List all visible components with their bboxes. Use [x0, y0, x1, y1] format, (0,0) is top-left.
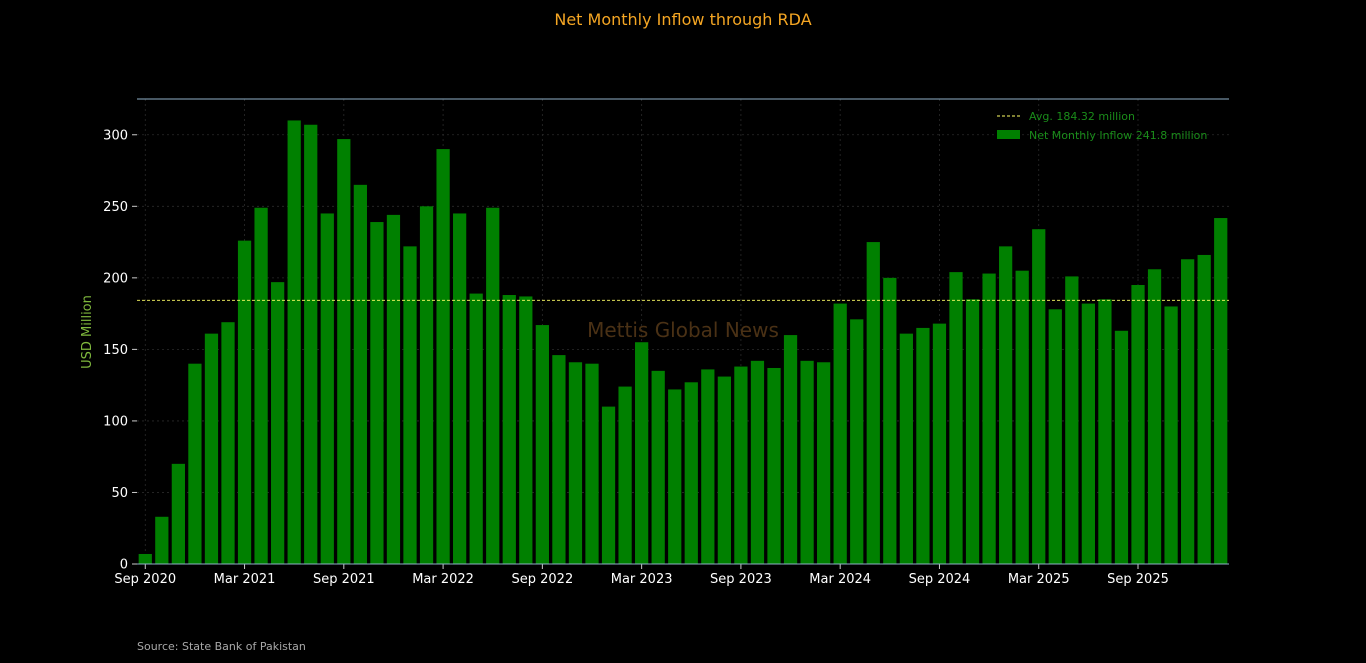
bar — [353, 184, 367, 564]
x-tick-label: Sep 2025 — [1107, 572, 1169, 587]
y-tick-label: 200 — [103, 271, 128, 286]
legend: Avg. 184.32 million Net Monthly Inflow 2… — [997, 110, 1207, 142]
grid-layer — [137, 99, 1229, 564]
bar — [783, 335, 798, 564]
bar — [684, 382, 698, 564]
bar — [1032, 229, 1046, 564]
bar — [817, 362, 831, 564]
bar — [502, 295, 516, 564]
bar — [668, 389, 682, 564]
x-tick-label: Sep 2024 — [909, 572, 971, 587]
bar — [999, 246, 1013, 564]
bar — [982, 273, 996, 564]
bar — [601, 406, 616, 564]
bar — [635, 342, 649, 564]
bar — [304, 124, 318, 564]
bar — [618, 386, 632, 564]
bar — [254, 207, 268, 564]
bar — [221, 322, 235, 564]
bar — [552, 355, 566, 564]
bar — [965, 299, 980, 564]
watermark: Mettis Global News — [587, 318, 779, 342]
bar — [651, 370, 665, 564]
bar — [717, 376, 731, 564]
bar — [287, 120, 301, 564]
chart-title: Net Monthly Inflow through RDA — [554, 10, 812, 29]
bar — [453, 213, 467, 564]
bar — [585, 363, 599, 564]
legend-avg-label: Avg. 184.32 million — [1029, 110, 1135, 123]
bar — [1197, 254, 1211, 564]
y-tick-label: 150 — [103, 343, 128, 358]
legend-series-swatch — [997, 130, 1020, 139]
x-tick-label: Sep 2021 — [313, 572, 375, 587]
y-tick-label: 0 — [120, 558, 128, 573]
bar — [883, 277, 897, 564]
x-tick-label: Mar 2021 — [214, 572, 276, 587]
bar — [734, 366, 748, 564]
x-tick-label: Sep 2022 — [512, 572, 574, 587]
bar — [486, 207, 500, 564]
bar — [403, 246, 417, 564]
y-tick-label: 300 — [103, 128, 128, 143]
axis-layer: 0 50 100 150 200 250 300 Sep 2020 Mar 2021 Sep 20… — [103, 98, 1229, 587]
bar — [750, 360, 765, 564]
bar — [701, 369, 715, 564]
bar — [932, 323, 947, 564]
bar — [916, 327, 930, 564]
x-tick-label: Sep 2023 — [710, 572, 772, 587]
y-axis-label: USD Million — [80, 295, 95, 369]
x-tick-label: Sep 2020 — [114, 572, 176, 587]
x-tick-label: Mar 2024 — [809, 572, 871, 587]
bar — [1065, 276, 1079, 564]
bar — [568, 362, 583, 564]
bar — [767, 367, 781, 564]
bar — [370, 222, 384, 565]
bar — [419, 206, 434, 565]
bar — [535, 325, 549, 564]
y-tick-label: 100 — [103, 414, 128, 429]
bar — [833, 303, 847, 564]
bar — [1214, 218, 1228, 565]
legend-series-label: Net Monthly Inflow 241.8 million — [1029, 129, 1207, 142]
bar — [436, 149, 450, 565]
bar — [320, 213, 334, 564]
bar — [899, 333, 913, 564]
y-tick-label: 250 — [103, 200, 128, 215]
bar — [337, 139, 351, 565]
bar — [866, 242, 880, 565]
bar — [519, 296, 533, 564]
x-tick-label: Mar 2023 — [611, 572, 673, 587]
bar — [850, 319, 864, 564]
source-note: Source: State Bank of Pakistan — [137, 640, 306, 653]
bars-layer — [138, 120, 1228, 565]
bar — [386, 214, 401, 564]
bar — [1098, 299, 1112, 564]
bar — [1015, 270, 1029, 564]
y-tick-label: 50 — [111, 486, 128, 501]
bar — [800, 360, 814, 564]
bar — [171, 463, 185, 564]
bar — [1181, 259, 1195, 564]
bar — [138, 553, 152, 564]
x-tick-label: Mar 2025 — [1008, 572, 1070, 587]
bar — [1114, 330, 1129, 564]
bar — [155, 516, 169, 564]
bar — [1131, 285, 1145, 564]
bar — [1147, 269, 1162, 564]
bar — [271, 282, 285, 564]
bar — [949, 272, 963, 564]
bar — [469, 293, 483, 564]
bar — [204, 333, 219, 564]
bar — [188, 363, 202, 564]
bar — [1164, 306, 1178, 564]
bar — [237, 240, 252, 564]
x-tick-label: Mar 2022 — [412, 572, 474, 587]
bar — [1081, 303, 1095, 564]
bar — [1048, 309, 1062, 564]
